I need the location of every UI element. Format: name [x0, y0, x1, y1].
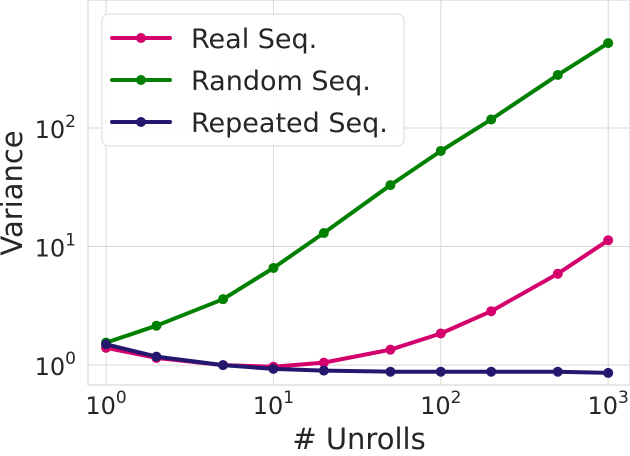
y-tick-label: 100 — [35, 349, 76, 381]
x-tick-label: 101 — [253, 388, 294, 420]
legend-label: Real Seq. — [191, 24, 317, 55]
data-point — [385, 344, 396, 355]
legend-entry: Random Seq. — [110, 66, 371, 97]
x-tick-exponent: 3 — [618, 388, 629, 408]
data-point — [151, 351, 162, 362]
x-tick-base: 10 — [253, 392, 284, 420]
legend-entry: Real Seq. — [110, 24, 317, 55]
x-axis-label: # Unrolls — [292, 422, 425, 456]
series-layer — [101, 38, 614, 378]
data-point — [552, 366, 563, 377]
series-2 — [101, 38, 614, 348]
data-point — [218, 294, 229, 305]
data-point — [552, 69, 563, 80]
data-point — [435, 328, 446, 339]
series-line — [104, 238, 611, 369]
data-point — [486, 306, 497, 317]
legend-entry: Repeated Seq. — [110, 108, 388, 139]
data-point — [603, 235, 614, 246]
data-point — [603, 38, 614, 49]
data-point — [486, 114, 497, 125]
x-tick-exponent: 0 — [116, 388, 127, 408]
legend-swatch-marker — [136, 117, 146, 127]
x-tick-label: 103 — [587, 388, 628, 420]
data-point — [318, 228, 329, 239]
data-point — [151, 320, 162, 331]
series-3 — [101, 339, 614, 378]
y-tick-base: 10 — [35, 235, 66, 263]
data-point — [435, 145, 446, 156]
x-tick-exponent: 1 — [283, 388, 294, 408]
data-point — [385, 180, 396, 191]
data-point — [552, 268, 563, 279]
legend-swatch-marker — [136, 75, 146, 85]
data-point — [218, 360, 229, 371]
y-tick-exponent: 1 — [65, 231, 76, 251]
x-tick-label: 102 — [420, 388, 461, 420]
y-tick-exponent: 2 — [65, 112, 76, 132]
legend: Real Seq. Random Seq. Repeated Seq. — [101, 13, 405, 147]
plot-frame — [87, 0, 630, 386]
x-tick-base: 10 — [587, 392, 618, 420]
data-point — [318, 357, 329, 368]
x-tick-exponent: 2 — [451, 388, 462, 408]
series-line — [104, 41, 611, 345]
x-tick-base: 10 — [420, 392, 451, 420]
data-point — [318, 365, 329, 376]
legend-swatch-marker — [136, 33, 146, 43]
data-point — [101, 339, 112, 350]
x-tick-base: 10 — [85, 392, 116, 420]
y-tick-label: 101 — [35, 231, 76, 263]
legend-label: Repeated Seq. — [191, 108, 388, 139]
legend-box — [101, 13, 405, 147]
data-point — [268, 363, 279, 374]
series-1 — [101, 235, 614, 372]
y-axis-label: Variance — [0, 130, 29, 255]
data-point — [435, 366, 446, 377]
x-tick-label: 100 — [85, 388, 126, 420]
data-point — [385, 366, 396, 377]
series-line — [104, 342, 611, 375]
y-tick-exponent: 0 — [65, 349, 76, 369]
y-tick-base: 10 — [35, 116, 66, 144]
data-point — [268, 262, 279, 273]
data-point — [486, 366, 497, 377]
legend-label: Random Seq. — [191, 66, 371, 97]
y-tick-base: 10 — [35, 353, 66, 381]
data-point — [603, 367, 614, 378]
y-tick-label: 102 — [35, 112, 76, 144]
